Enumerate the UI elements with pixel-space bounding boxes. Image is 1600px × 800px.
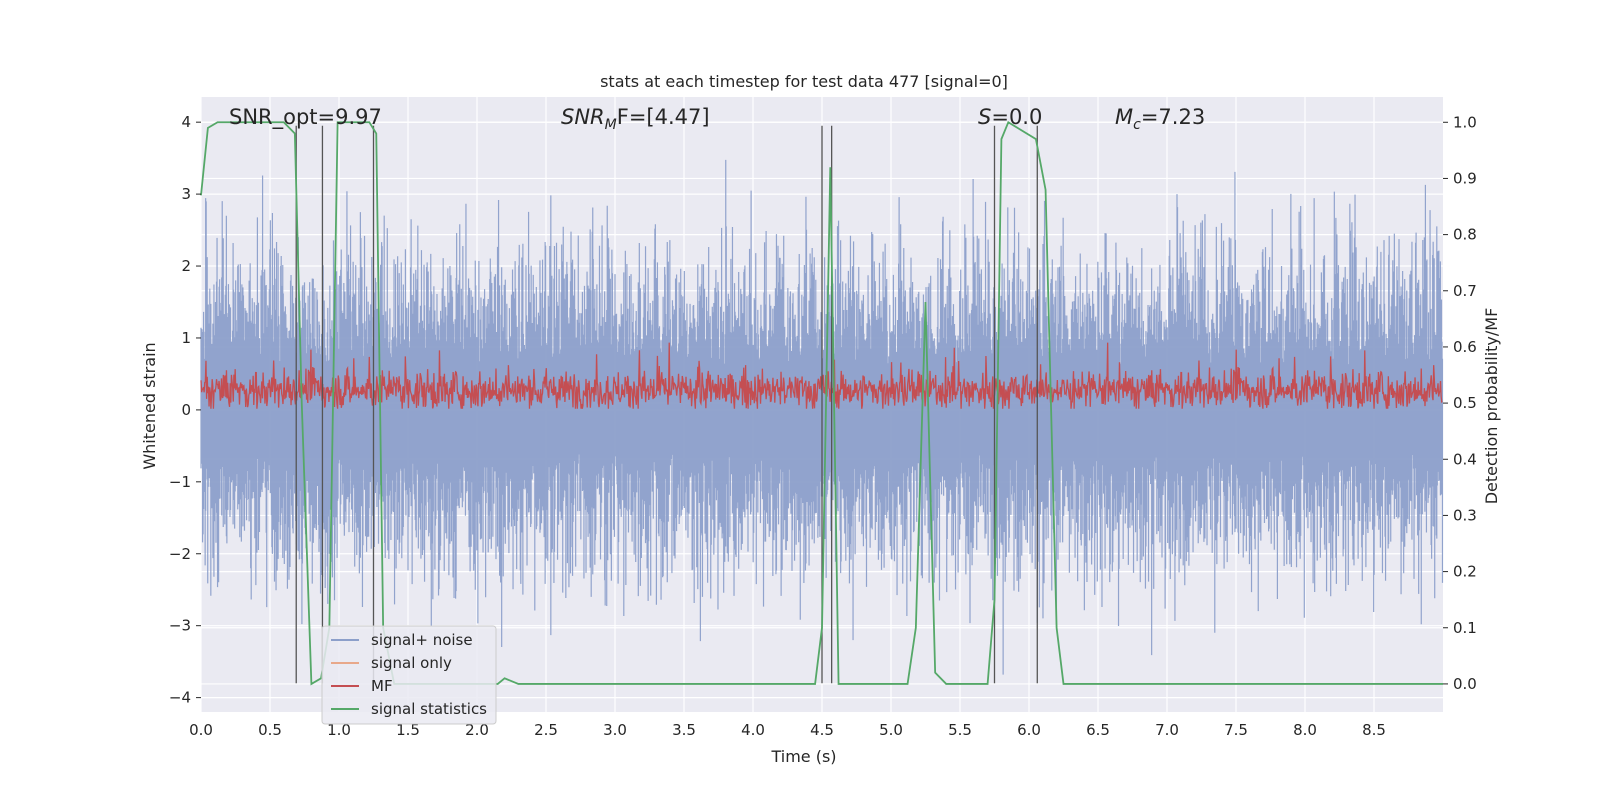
legend-label-signal-statistics: signal statistics <box>371 700 487 718</box>
x-tick-label-1: 0.5 <box>258 721 282 739</box>
series-signal-statistics <box>200 120 1443 686</box>
y2-tick-label-0: 1.0 <box>1453 113 1477 131</box>
x-tick-label-15: 7.5 <box>1224 721 1248 739</box>
x-tick-label-7: 3.5 <box>672 721 696 739</box>
x-tick-label-14: 7.0 <box>1155 721 1179 739</box>
y-tick-label-7: −3 <box>169 617 191 635</box>
annotation-snr-opt: SNR_opt=9.97 <box>229 105 382 130</box>
x-tick-label-6: 3.0 <box>603 721 627 739</box>
annotation-mc: Mc=7.23 <box>1115 105 1205 133</box>
y-tick-label-3: 1 <box>181 329 191 347</box>
x-tick-label-4: 2.0 <box>465 721 489 739</box>
series-signal-noise <box>200 159 1444 675</box>
y-axis-ticks: 4 3 2 1 0 −1 −2 −3 −4 <box>169 113 201 707</box>
legend-box <box>321 625 497 725</box>
y-tick-label-4: 0 <box>181 401 191 419</box>
y2-tick-label-1: 0.9 <box>1453 169 1477 187</box>
y2-tick-label-8: 0.2 <box>1453 563 1477 581</box>
x-axis-ticks: 0.0 0.5 1.0 1.5 2.0 2.5 3.0 3.5 4.0 4.5 5.0 5.5 6.0 6… <box>189 721 1386 739</box>
y2-tick-label-3: 0.7 <box>1453 282 1477 300</box>
y2-tick-label-7: 0.3 <box>1453 506 1477 524</box>
y-axis-label: Whitened strain <box>140 342 159 469</box>
x-tick-label-12: 6.0 <box>1017 721 1041 739</box>
legend-label-signal-only: signal only <box>371 654 452 672</box>
x-tick-label-0: 0.0 <box>189 721 213 739</box>
y2-axis-ticks: 1.0 0.9 0.8 0.7 0.6 0.5 0.4 0.3 0.2 0.1 0.0 <box>1443 113 1477 693</box>
x-tick-label-9: 4.5 <box>810 721 834 739</box>
x-tick-label-5: 2.5 <box>534 721 558 739</box>
y-tick-label-8: −4 <box>169 689 191 707</box>
x-tick-label-11: 5.5 <box>948 721 972 739</box>
x-tick-label-2: 1.0 <box>327 721 351 739</box>
x-axis-label: Time (s) <box>770 747 836 766</box>
x-tick-label-16: 8.0 <box>1293 721 1317 739</box>
y-tick-label-6: −2 <box>169 545 191 563</box>
y2-tick-label-9: 0.1 <box>1453 619 1477 637</box>
y-tick-label-0: 4 <box>181 113 191 131</box>
legend: signal+ noise signal only MF signal stat… <box>321 625 497 725</box>
y-tick-label-5: −1 <box>169 473 191 491</box>
y2-axis-label: Detection probability/MF <box>1482 308 1501 505</box>
y2-tick-label-6: 0.4 <box>1453 450 1477 468</box>
y2-tick-label-4: 0.6 <box>1453 338 1477 356</box>
y2-tick-label-5: 0.5 <box>1453 394 1477 412</box>
y2-tick-label-10: 0.0 <box>1453 675 1477 693</box>
annotation-snr-mf: SNRMF=[4.47] <box>561 105 710 133</box>
y-tick-label-1: 3 <box>181 185 191 203</box>
x-tick-label-17: 8.5 <box>1362 721 1386 739</box>
legend-label-mf: MF <box>371 677 393 695</box>
signal-noise-trace <box>200 159 1444 675</box>
x-tick-label-8: 4.0 <box>741 721 765 739</box>
x-tick-label-10: 5.0 <box>879 721 903 739</box>
chart-title: stats at each timestep for test data 477… <box>600 72 1008 91</box>
y2-tick-label-2: 0.8 <box>1453 226 1477 244</box>
legend-label-signal-noise: signal+ noise <box>371 631 473 649</box>
y-tick-label-2: 2 <box>181 257 191 275</box>
x-tick-label-3: 1.5 <box>396 721 420 739</box>
annotation-s: S=0.0 <box>978 105 1042 129</box>
x-tick-label-13: 6.5 <box>1086 721 1110 739</box>
